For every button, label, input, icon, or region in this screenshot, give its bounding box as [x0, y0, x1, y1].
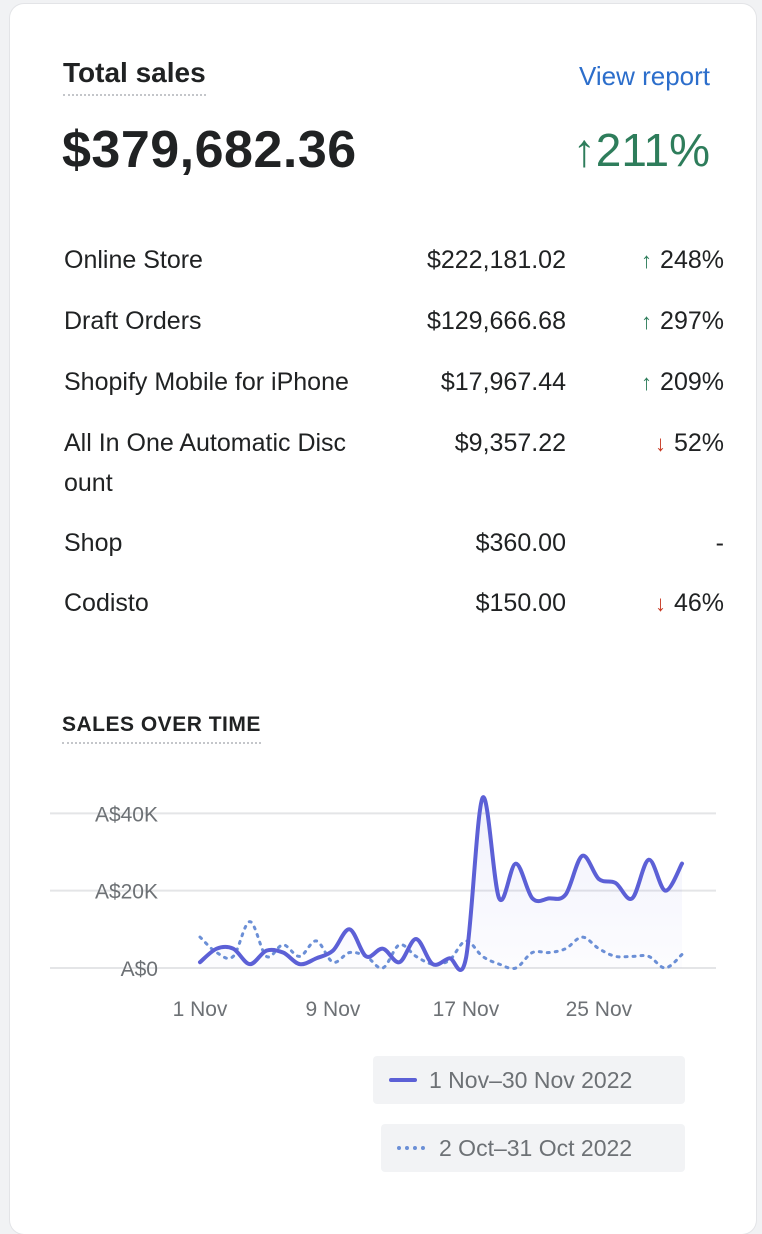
channel-change-value: 52% — [673, 429, 724, 457]
channel-change: ↑ 248% — [614, 240, 724, 281]
channel-change: ↑ 297% — [614, 301, 724, 342]
channel-breakdown: Online Store $222,181.02 ↑ 248% Draft Orders… — [64, 240, 724, 644]
solid-line-swatch-icon — [389, 1078, 417, 1082]
channel-row: Shop $360.00 - — [64, 523, 724, 563]
current-series-area — [200, 797, 682, 971]
channel-change: ↑ 209% — [614, 362, 724, 403]
arrow-up-icon: ↑ — [641, 248, 653, 273]
sales-over-time-chart: A$0 A$20K A$40K 1 Nov 9 Nov 17 Nov 25 Nov — [50, 795, 716, 1021]
channel-row: Codisto $150.00 ↓ 46% — [64, 583, 724, 624]
channel-name: Draft Orders — [64, 307, 202, 335]
channel-change: ↓ 52% — [614, 423, 724, 464]
channel-name: Shop — [64, 529, 123, 557]
channel-row: Online Store $222,181.02 ↑ 248% — [64, 240, 724, 281]
arrow-down-icon: ↓ — [654, 591, 666, 616]
total-change-value: 211% — [595, 124, 710, 176]
legend-item-current[interactable]: 1 Nov–30 Nov 2022 — [373, 1056, 685, 1104]
channel-change-value: 297% — [660, 307, 724, 335]
arrow-up-icon: ↑ — [641, 309, 653, 334]
channel-change-value: 248% — [660, 246, 724, 274]
x-tick-label: 1 Nov — [173, 998, 228, 1021]
channel-name: Online Store — [64, 246, 203, 274]
channel-amount: $150.00 — [475, 589, 566, 617]
total-change: ↑211% — [573, 120, 710, 180]
y-tick-label: A$20K — [95, 881, 158, 904]
channel-row: All In One Automatic Discount $9,357.22 ↓ 5… — [64, 423, 724, 503]
legend-label-current: 1 Nov–30 Nov 2022 — [429, 1066, 633, 1093]
arrow-down-icon: ↓ — [654, 431, 666, 456]
legend-item-previous[interactable]: 2 Oct–31 Oct 2022 — [381, 1124, 685, 1172]
current-series-line — [198, 795, 684, 972]
channel-amount: $360.00 — [475, 529, 566, 557]
channel-name: Codisto — [64, 589, 149, 617]
channel-row: Shopify Mobile for iPhone $17,967.44 ↑ 209% — [64, 362, 724, 403]
channel-amount: $9,357.22 — [454, 429, 566, 457]
legend-label-previous: 2 Oct–31 Oct 2022 — [439, 1134, 633, 1161]
channel-name: All In One Automatic Discount — [64, 429, 347, 497]
arrow-up-icon: ↑ — [641, 370, 653, 395]
card-title[interactable]: Total sales — [63, 56, 206, 96]
channel-amount: $17,967.44 — [440, 368, 566, 396]
x-tick-label: 25 Nov — [566, 998, 633, 1021]
channel-row: Draft Orders $129,666.68 ↑ 297% — [64, 301, 724, 342]
y-tick-label: A$40K — [95, 803, 158, 826]
total-sales-card: Total sales View report $379,682.36 ↑211… — [10, 4, 756, 1234]
x-tick-label: 9 Nov — [306, 998, 361, 1021]
channel-change-value: 46% — [673, 589, 724, 617]
x-tick-label: 17 Nov — [433, 998, 500, 1021]
total-sales-value: $379,682.36 — [62, 121, 357, 179]
channel-change-value: 209% — [660, 368, 724, 396]
channel-change: - — [614, 523, 724, 563]
sales-over-time-title[interactable]: SALES OVER TIME — [62, 712, 261, 744]
channel-change: ↓ 46% — [614, 583, 724, 624]
channel-change-value: - — [715, 529, 724, 557]
channel-name: Shopify Mobile for iPhone — [64, 368, 349, 396]
view-report-link[interactable]: View report — [578, 61, 710, 91]
channel-amount: $129,666.68 — [426, 307, 566, 335]
channel-amount: $222,181.02 — [426, 246, 566, 274]
dotted-line-swatch-icon — [397, 1146, 425, 1150]
y-tick-label: A$0 — [121, 958, 158, 981]
arrow-up-icon: ↑ — [572, 124, 596, 176]
